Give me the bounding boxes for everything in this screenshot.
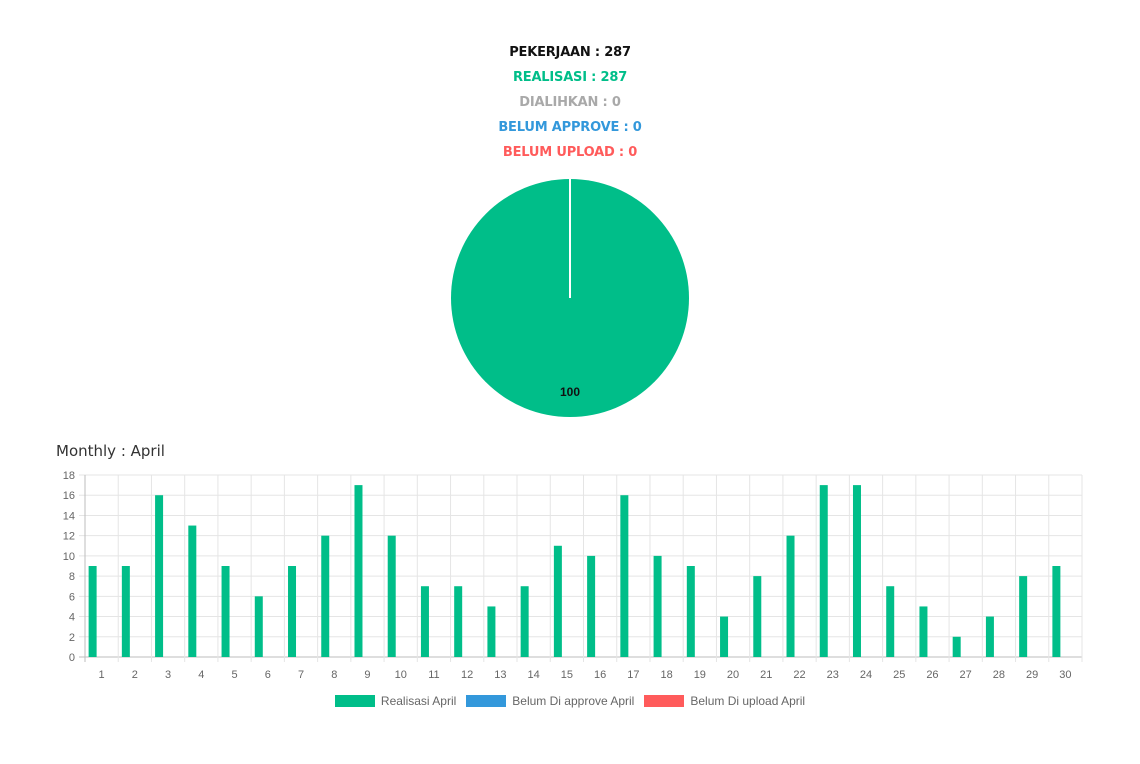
x-tick-label: 6 xyxy=(265,669,271,681)
x-tick-label: 14 xyxy=(528,669,540,681)
bar-realisasi-april[interactable] xyxy=(487,606,496,657)
legend-item-realisasi[interactable]: Realisasi April xyxy=(334,694,457,708)
x-tick-label: 18 xyxy=(660,669,672,681)
bar-realisasi-april[interactable] xyxy=(288,566,297,657)
x-tick-label: 27 xyxy=(960,669,972,681)
legend-swatch-belum-upload xyxy=(644,695,685,707)
bar-realisasi-april[interactable] xyxy=(420,586,429,657)
x-tick-label: 17 xyxy=(627,669,639,681)
x-tick-label: 28 xyxy=(993,669,1005,681)
x-tick-label: 22 xyxy=(793,669,805,681)
x-tick-label: 26 xyxy=(926,669,938,681)
y-tick-label: 16 xyxy=(63,490,75,502)
bar-realisasi-april[interactable] xyxy=(952,636,961,657)
bar-realisasi-april[interactable] xyxy=(454,586,463,657)
y-tick-label: 8 xyxy=(69,571,75,583)
bar-realisasi-april[interactable] xyxy=(720,616,729,657)
x-tick-label: 19 xyxy=(694,669,706,681)
x-tick-label: 2 xyxy=(132,669,138,681)
y-tick-label: 12 xyxy=(63,531,75,543)
y-tick-label: 2 xyxy=(69,632,75,644)
legend-label-belum-approve: Belum Di approve April xyxy=(512,694,635,708)
bar-realisasi-april[interactable] xyxy=(786,535,795,657)
stat-belum-upload: BELUM UPLOAD : 0 xyxy=(502,145,638,160)
bar-realisasi-april[interactable] xyxy=(819,485,828,657)
bar-realisasi-april[interactable] xyxy=(188,525,197,657)
x-tick-label: 29 xyxy=(1026,669,1038,681)
x-tick-label: 24 xyxy=(860,669,872,681)
x-tick-label: 5 xyxy=(231,669,237,681)
x-tick-label: 8 xyxy=(331,669,337,681)
monthly-title: Monthly : April xyxy=(56,442,165,460)
x-tick-label: 30 xyxy=(1059,669,1071,681)
bar-realisasi-april[interactable] xyxy=(88,566,97,657)
bar-realisasi-april[interactable] xyxy=(321,535,330,657)
bar-realisasi-april[interactable] xyxy=(587,555,596,657)
y-tick-label: 4 xyxy=(69,612,75,624)
x-tick-label: 23 xyxy=(827,669,839,681)
bar-realisasi-april[interactable] xyxy=(753,576,762,657)
y-tick-label: 6 xyxy=(69,591,75,603)
chart-legend: Realisasi April Belum Di approve April B… xyxy=(0,694,1140,708)
bar-realisasi-april[interactable] xyxy=(985,616,994,657)
bar-realisasi-april[interactable] xyxy=(886,586,895,657)
bar-realisasi-april[interactable] xyxy=(354,485,363,657)
y-tick-label: 0 xyxy=(69,652,75,664)
legend-label-realisasi: Realisasi April xyxy=(380,694,457,708)
bar-realisasi-april[interactable] xyxy=(221,566,230,657)
bar-realisasi-april[interactable] xyxy=(254,596,263,657)
y-tick-label: 14 xyxy=(63,510,75,522)
bar-realisasi-april[interactable] xyxy=(520,586,529,657)
x-tick-label: 12 xyxy=(461,669,473,681)
pie-data-label: 100 xyxy=(560,385,580,399)
legend-item-belum-upload[interactable]: Belum Di upload April xyxy=(644,694,805,708)
bar-realisasi-april[interactable] xyxy=(1019,576,1028,657)
bar-realisasi-april[interactable] xyxy=(686,566,695,657)
x-tick-label: 13 xyxy=(494,669,506,681)
legend-swatch-belum-approve xyxy=(466,695,507,707)
bar-realisasi-april[interactable] xyxy=(919,606,928,657)
legend-swatch-realisasi xyxy=(334,695,375,707)
x-tick-label: 25 xyxy=(893,669,905,681)
bar-realisasi-april[interactable] xyxy=(121,566,130,657)
pie-chart: 100 xyxy=(451,179,689,417)
x-tick-label: 3 xyxy=(165,669,171,681)
y-tick-label: 10 xyxy=(63,551,75,563)
x-tick-label: 10 xyxy=(395,669,407,681)
bar-realisasi-april[interactable] xyxy=(1052,566,1061,657)
x-tick-label: 11 xyxy=(428,669,439,681)
bar-realisasi-april[interactable] xyxy=(620,495,629,657)
bar-realisasi-april[interactable] xyxy=(653,555,662,657)
x-tick-label: 4 xyxy=(198,669,204,681)
y-tick-label: 18 xyxy=(63,470,75,482)
x-tick-label: 21 xyxy=(760,669,772,681)
stat-realisasi: REALISASI : 287 xyxy=(512,70,628,85)
legend-label-belum-upload: Belum Di upload April xyxy=(690,694,806,708)
x-tick-label: 15 xyxy=(561,669,573,681)
bar-realisasi-april[interactable] xyxy=(852,485,861,657)
stat-belum-approve: BELUM APPROVE : 0 xyxy=(498,120,642,135)
stat-dialihkan: DIALIHKAN : 0 xyxy=(519,95,621,110)
stat-pekerjaan: PEKERJAAN : 287 xyxy=(509,45,631,60)
x-tick-label: 9 xyxy=(364,669,370,681)
x-tick-label: 7 xyxy=(298,669,304,681)
x-tick-label: 20 xyxy=(727,669,739,681)
x-tick-label: 1 xyxy=(99,669,105,681)
x-tick-label: 16 xyxy=(594,669,606,681)
bar-realisasi-april[interactable] xyxy=(155,495,164,657)
bar-realisasi-april[interactable] xyxy=(553,545,562,657)
bar-realisasi-april[interactable] xyxy=(387,535,396,657)
legend-item-belum-approve[interactable]: Belum Di approve April xyxy=(466,694,634,708)
stats-panel: PEKERJAAN : 287 REALISASI : 287 DIALIHKA… xyxy=(0,40,1140,165)
